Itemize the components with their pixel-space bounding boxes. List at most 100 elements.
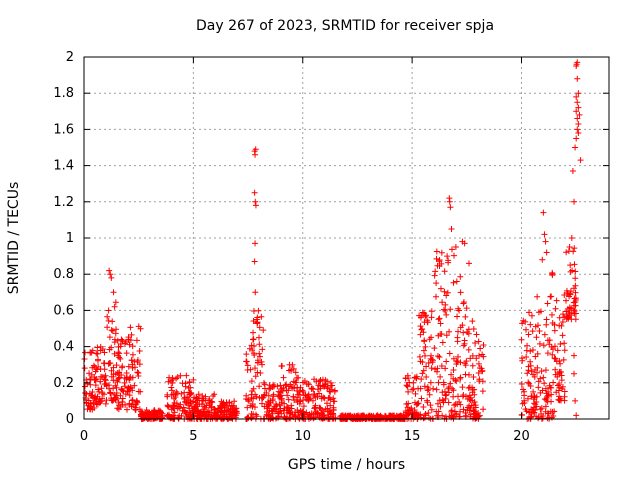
data-point	[405, 388, 412, 395]
data-point	[259, 361, 266, 368]
data-point	[269, 414, 276, 421]
data-point	[227, 414, 234, 421]
data-point	[295, 414, 302, 421]
x-tick-label: 15	[404, 429, 421, 444]
data-point	[261, 391, 268, 398]
data-point	[252, 146, 259, 153]
data-point	[405, 407, 412, 414]
data-point	[113, 390, 120, 397]
data-point	[453, 278, 460, 285]
data-point	[441, 288, 448, 295]
data-point	[107, 271, 114, 278]
data-point	[315, 382, 322, 389]
data-point	[126, 341, 133, 348]
data-point	[126, 376, 133, 383]
data-point	[257, 369, 264, 376]
data-point	[294, 394, 301, 401]
data-point	[573, 61, 580, 68]
data-point	[475, 338, 482, 345]
data-point	[572, 144, 579, 151]
data-point	[567, 288, 574, 295]
data-point	[518, 381, 525, 388]
data-point	[452, 244, 459, 251]
data-point	[258, 358, 265, 365]
data-point	[534, 364, 541, 371]
data-point	[440, 306, 447, 313]
data-point	[357, 412, 364, 419]
data-point	[419, 309, 426, 316]
data-point	[405, 400, 412, 407]
data-point	[572, 302, 579, 309]
data-point	[521, 392, 528, 399]
data-point	[121, 340, 128, 347]
data-point	[463, 305, 470, 312]
data-point	[443, 332, 450, 339]
data-point	[291, 397, 298, 404]
data-point	[469, 362, 476, 369]
data-point	[108, 367, 115, 374]
data-point	[530, 396, 537, 403]
data-point	[457, 289, 464, 296]
data-point	[552, 366, 559, 373]
data-point	[125, 334, 132, 341]
data-point	[466, 384, 473, 391]
data-point	[435, 408, 442, 415]
data-point	[436, 262, 443, 269]
data-point	[313, 378, 320, 385]
data-point	[226, 399, 233, 406]
data-point	[279, 362, 286, 369]
data-point	[543, 249, 550, 256]
data-point	[327, 379, 334, 386]
y-tick-label: 0.2	[53, 376, 74, 391]
data-point	[132, 404, 139, 411]
data-point	[243, 351, 250, 358]
data-point	[546, 341, 553, 348]
data-point	[82, 349, 89, 356]
data-point	[431, 272, 438, 279]
data-point	[428, 314, 435, 321]
data-point	[455, 393, 462, 400]
data-point	[105, 307, 112, 314]
data-point	[377, 412, 384, 419]
data-point	[574, 75, 581, 82]
data-point	[321, 414, 328, 421]
y-tick-label: 1.2	[53, 195, 74, 210]
data-point	[317, 405, 324, 412]
x-axis-label: GPS time / hours	[287, 457, 406, 473]
y-tick-label: 1.4	[53, 159, 74, 174]
data-point	[112, 299, 119, 306]
data-point	[462, 362, 469, 369]
data-point	[454, 353, 461, 360]
data-point	[563, 249, 570, 256]
data-point	[549, 269, 556, 276]
data-point	[92, 368, 99, 375]
data-point	[447, 204, 454, 211]
data-point	[439, 412, 446, 419]
data-point	[555, 396, 562, 403]
data-point	[427, 355, 434, 362]
data-point	[573, 412, 580, 419]
data-point	[94, 344, 101, 351]
data-point	[540, 342, 547, 349]
data-point	[308, 410, 315, 417]
data-point	[568, 235, 575, 241]
data-point	[557, 340, 564, 347]
data-point	[559, 383, 566, 390]
data-point	[418, 326, 425, 333]
data-point	[118, 336, 125, 343]
data-point	[567, 262, 574, 269]
data-point	[324, 384, 331, 391]
y-tick-label: 0	[66, 412, 74, 427]
data-point	[250, 318, 257, 325]
data-point	[439, 299, 446, 306]
data-point	[423, 363, 430, 370]
grid-layer	[84, 57, 609, 419]
data-point	[523, 353, 530, 360]
data-point	[471, 386, 478, 393]
data-point	[575, 90, 582, 97]
data-point	[260, 327, 267, 334]
data-point	[252, 151, 259, 158]
plot-frame	[83, 56, 610, 420]
data-point	[266, 385, 273, 392]
data-point	[109, 327, 116, 334]
